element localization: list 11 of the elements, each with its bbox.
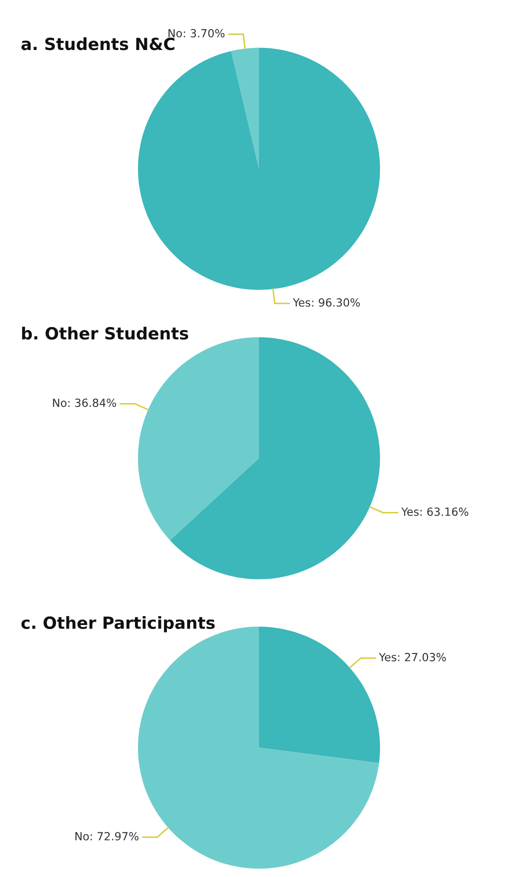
slice-label: No: 3.70% <box>168 29 225 38</box>
slice-label: Yes: 63.16% <box>401 508 468 516</box>
slice-label: Yes: 27.03% <box>378 652 446 662</box>
pie-slice <box>259 626 380 764</box>
chart-title: a. Students N&C <box>21 37 174 50</box>
slice-label: Yes: 96.30% <box>292 298 360 307</box>
chart-title: b. Other Students <box>22 326 188 340</box>
chart-title: c. Other Participants <box>21 616 215 632</box>
slice-label: No: 72.97% <box>75 832 138 840</box>
slice-label: No: 36.84% <box>53 398 116 407</box>
pie-slice <box>231 48 259 169</box>
